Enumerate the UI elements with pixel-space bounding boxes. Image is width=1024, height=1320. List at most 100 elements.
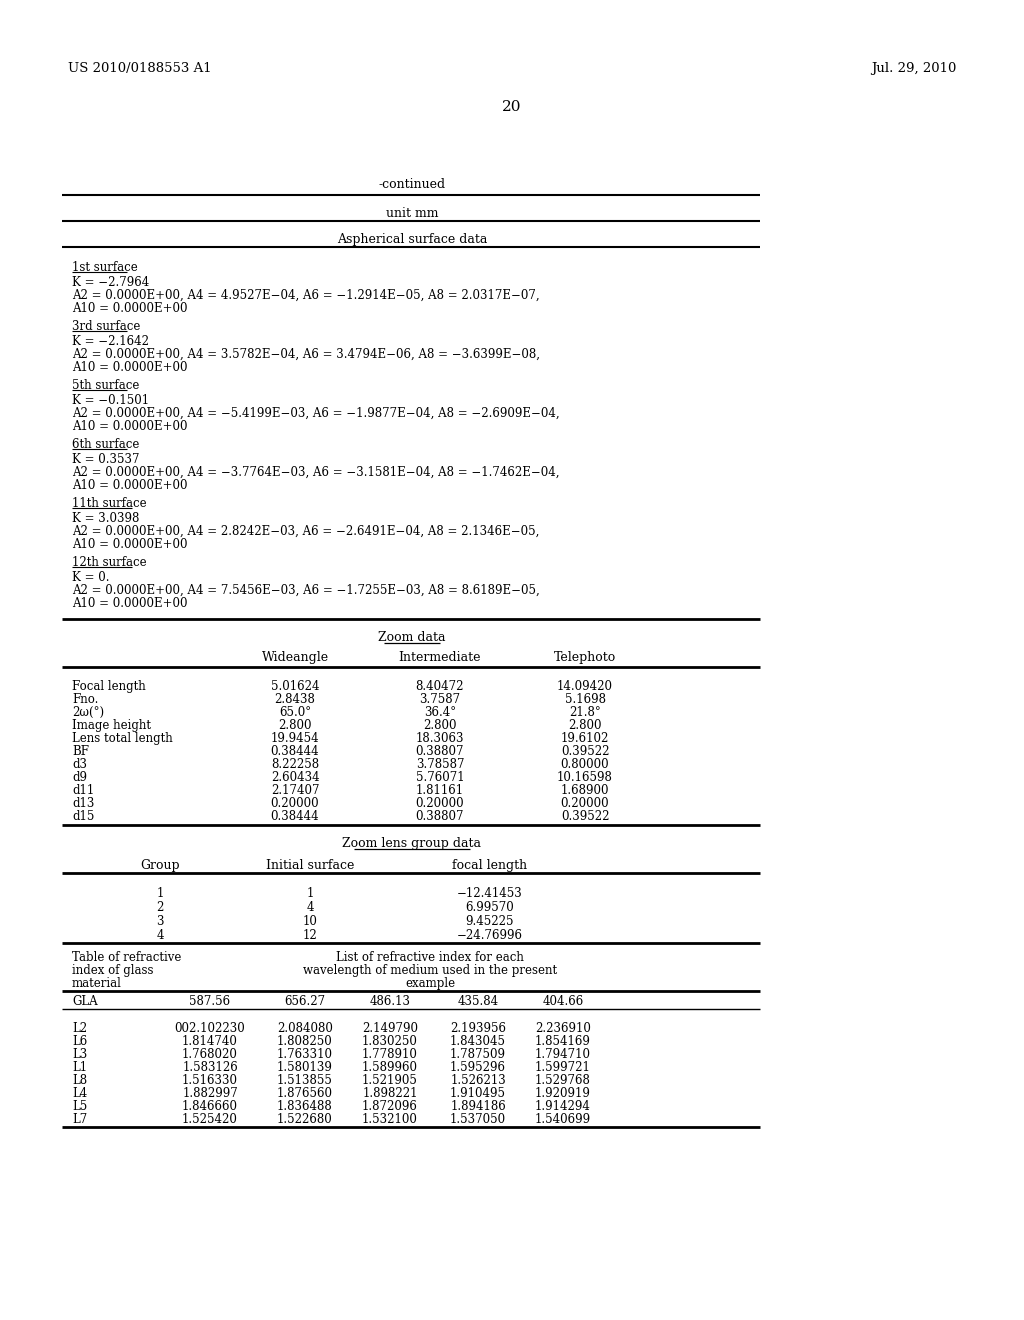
Text: 9.45225: 9.45225 — [466, 915, 514, 928]
Text: 0.39522: 0.39522 — [561, 744, 609, 758]
Text: wavelength of medium used in the present: wavelength of medium used in the present — [303, 964, 557, 977]
Text: 2: 2 — [157, 902, 164, 913]
Text: 12: 12 — [303, 929, 317, 942]
Text: 2ω(°): 2ω(°) — [72, 706, 104, 719]
Text: 1: 1 — [306, 887, 313, 900]
Text: 0.39522: 0.39522 — [561, 810, 609, 822]
Text: d9: d9 — [72, 771, 87, 784]
Text: 1.526213: 1.526213 — [451, 1074, 506, 1086]
Text: 0.80000: 0.80000 — [561, 758, 609, 771]
Text: A2 = 0.0000E+00, A4 = 7.5456E−03, A6 = −1.7255E−03, A8 = 8.6189E−05,: A2 = 0.0000E+00, A4 = 7.5456E−03, A6 = −… — [72, 583, 540, 597]
Text: Fno.: Fno. — [72, 693, 98, 706]
Text: 2.800: 2.800 — [568, 719, 602, 733]
Text: Jul. 29, 2010: Jul. 29, 2010 — [870, 62, 956, 75]
Text: A10 = 0.0000E+00: A10 = 0.0000E+00 — [72, 360, 187, 374]
Text: Initial surface: Initial surface — [266, 859, 354, 873]
Text: 1.854169: 1.854169 — [536, 1035, 591, 1048]
Text: L7: L7 — [72, 1113, 87, 1126]
Text: 8.40472: 8.40472 — [416, 680, 464, 693]
Text: 4: 4 — [306, 902, 313, 913]
Text: List of refractive index for each: List of refractive index for each — [336, 950, 524, 964]
Text: Zoom data: Zoom data — [378, 631, 445, 644]
Text: 1.532100: 1.532100 — [362, 1113, 418, 1126]
Text: Image height: Image height — [72, 719, 151, 733]
Text: 11th surface: 11th surface — [72, 498, 146, 510]
Text: 6th surface: 6th surface — [72, 438, 139, 451]
Text: 1: 1 — [157, 887, 164, 900]
Text: 1.914294: 1.914294 — [536, 1100, 591, 1113]
Text: Lens total length: Lens total length — [72, 733, 173, 744]
Text: 65.0°: 65.0° — [279, 706, 311, 719]
Text: 1.920919: 1.920919 — [536, 1086, 591, 1100]
Text: 3.7587: 3.7587 — [420, 693, 461, 706]
Text: 656.27: 656.27 — [285, 995, 326, 1008]
Text: K = −2.7964: K = −2.7964 — [72, 276, 150, 289]
Text: L2: L2 — [72, 1022, 87, 1035]
Text: example: example — [404, 977, 455, 990]
Text: 1.808250: 1.808250 — [278, 1035, 333, 1048]
Text: Wideangle: Wideangle — [261, 651, 329, 664]
Text: 10.16598: 10.16598 — [557, 771, 613, 784]
Text: 19.9454: 19.9454 — [270, 733, 319, 744]
Text: L1: L1 — [72, 1061, 87, 1074]
Text: 1.794710: 1.794710 — [535, 1048, 591, 1061]
Text: K = −0.1501: K = −0.1501 — [72, 393, 150, 407]
Text: 8.22258: 8.22258 — [271, 758, 319, 771]
Text: Telephoto: Telephoto — [554, 651, 616, 664]
Text: 435.84: 435.84 — [458, 995, 499, 1008]
Text: 0.20000: 0.20000 — [270, 797, 319, 810]
Text: 0.38807: 0.38807 — [416, 744, 464, 758]
Text: 1.768020: 1.768020 — [182, 1048, 238, 1061]
Text: A10 = 0.0000E+00: A10 = 0.0000E+00 — [72, 302, 187, 315]
Text: Group: Group — [140, 859, 180, 873]
Text: L3: L3 — [72, 1048, 87, 1061]
Text: 2.8438: 2.8438 — [274, 693, 315, 706]
Text: 0.38444: 0.38444 — [270, 810, 319, 822]
Text: Zoom lens group data: Zoom lens group data — [342, 837, 481, 850]
Text: A2 = 0.0000E+00, A4 = 4.9527E−04, A6 = −1.2914E−05, A8 = 2.0317E−07,: A2 = 0.0000E+00, A4 = 4.9527E−04, A6 = −… — [72, 289, 540, 302]
Text: 3rd surface: 3rd surface — [72, 319, 140, 333]
Text: 1.81161: 1.81161 — [416, 784, 464, 797]
Text: 1.882997: 1.882997 — [182, 1086, 238, 1100]
Text: 1.529768: 1.529768 — [536, 1074, 591, 1086]
Text: US 2010/0188553 A1: US 2010/0188553 A1 — [68, 62, 212, 75]
Text: 2.236910: 2.236910 — [536, 1022, 591, 1035]
Text: 5.01624: 5.01624 — [270, 680, 319, 693]
Text: 2.149790: 2.149790 — [362, 1022, 418, 1035]
Text: 19.6102: 19.6102 — [561, 733, 609, 744]
Text: 6.99570: 6.99570 — [466, 902, 514, 913]
Text: 1.836488: 1.836488 — [278, 1100, 333, 1113]
Text: A10 = 0.0000E+00: A10 = 0.0000E+00 — [72, 539, 187, 550]
Text: 1.876560: 1.876560 — [278, 1086, 333, 1100]
Text: 404.66: 404.66 — [543, 995, 584, 1008]
Text: 10: 10 — [302, 915, 317, 928]
Text: 1.910495: 1.910495 — [450, 1086, 506, 1100]
Text: Aspherical surface data: Aspherical surface data — [337, 234, 487, 246]
Text: 18.3063: 18.3063 — [416, 733, 464, 744]
Text: 1.763310: 1.763310 — [278, 1048, 333, 1061]
Text: 5.1698: 5.1698 — [564, 693, 605, 706]
Text: K = 0.: K = 0. — [72, 572, 110, 583]
Text: 2.084080: 2.084080 — [278, 1022, 333, 1035]
Text: 1.540699: 1.540699 — [535, 1113, 591, 1126]
Text: 5th surface: 5th surface — [72, 379, 139, 392]
Text: 1.583126: 1.583126 — [182, 1061, 238, 1074]
Text: 1.898221: 1.898221 — [362, 1086, 418, 1100]
Text: 0.20000: 0.20000 — [416, 797, 464, 810]
Text: 2.800: 2.800 — [279, 719, 311, 733]
Text: A2 = 0.0000E+00, A4 = −5.4199E−03, A6 = −1.9877E−04, A8 = −2.6909E−04,: A2 = 0.0000E+00, A4 = −5.4199E−03, A6 = … — [72, 407, 560, 420]
Text: -continued: -continued — [379, 178, 445, 191]
Text: 1.521905: 1.521905 — [362, 1074, 418, 1086]
Text: A10 = 0.0000E+00: A10 = 0.0000E+00 — [72, 420, 187, 433]
Text: K = 0.3537: K = 0.3537 — [72, 453, 139, 466]
Text: 1.830250: 1.830250 — [362, 1035, 418, 1048]
Text: 1.843045: 1.843045 — [450, 1035, 506, 1048]
Text: 1.846660: 1.846660 — [182, 1100, 238, 1113]
Text: BF: BF — [72, 744, 89, 758]
Text: d11: d11 — [72, 784, 94, 797]
Text: index of glass: index of glass — [72, 964, 154, 977]
Text: 36.4°: 36.4° — [424, 706, 456, 719]
Text: 12th surface: 12th surface — [72, 556, 146, 569]
Text: 002.102230: 002.102230 — [175, 1022, 246, 1035]
Text: Focal length: Focal length — [72, 680, 145, 693]
